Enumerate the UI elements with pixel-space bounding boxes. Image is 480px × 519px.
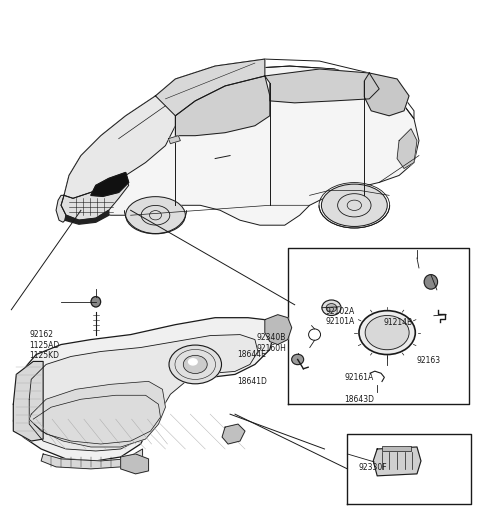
Polygon shape <box>373 447 421 476</box>
Polygon shape <box>168 135 180 144</box>
Polygon shape <box>13 361 43 441</box>
Ellipse shape <box>359 311 415 354</box>
Text: 92340B
92160H: 92340B 92160H <box>256 333 286 353</box>
Text: 92330F: 92330F <box>359 463 387 472</box>
Polygon shape <box>13 318 275 461</box>
Polygon shape <box>175 76 270 135</box>
FancyBboxPatch shape <box>382 446 411 451</box>
Text: 92102A
92101A: 92102A 92101A <box>326 307 355 326</box>
Text: 91214B: 91214B <box>383 318 412 327</box>
Polygon shape <box>397 129 417 169</box>
Polygon shape <box>64 66 419 225</box>
Ellipse shape <box>322 184 387 226</box>
Text: 18643D: 18643D <box>344 395 374 404</box>
Polygon shape <box>120 454 148 474</box>
Polygon shape <box>29 335 258 451</box>
Text: 92163: 92163 <box>417 356 441 365</box>
Polygon shape <box>156 59 265 116</box>
Text: 18641D: 18641D <box>238 377 267 386</box>
Ellipse shape <box>322 300 341 316</box>
Polygon shape <box>64 96 175 198</box>
Ellipse shape <box>326 304 336 312</box>
Text: 18644E: 18644E <box>238 350 266 359</box>
Ellipse shape <box>126 197 185 234</box>
Polygon shape <box>65 210 109 224</box>
Ellipse shape <box>169 345 221 384</box>
Ellipse shape <box>189 359 197 365</box>
Polygon shape <box>41 449 143 469</box>
Polygon shape <box>56 195 66 222</box>
Ellipse shape <box>292 354 304 365</box>
Ellipse shape <box>183 356 207 374</box>
Circle shape <box>424 275 438 289</box>
Ellipse shape <box>91 297 101 307</box>
Polygon shape <box>61 175 129 220</box>
Polygon shape <box>265 69 379 103</box>
Polygon shape <box>364 73 409 116</box>
Text: 92162
1125AD
1125KD: 92162 1125AD 1125KD <box>29 330 60 360</box>
Polygon shape <box>29 381 166 447</box>
Polygon shape <box>91 172 129 196</box>
Text: 92161A: 92161A <box>344 373 373 381</box>
Ellipse shape <box>365 316 409 350</box>
Polygon shape <box>265 315 292 345</box>
Polygon shape <box>222 424 245 444</box>
